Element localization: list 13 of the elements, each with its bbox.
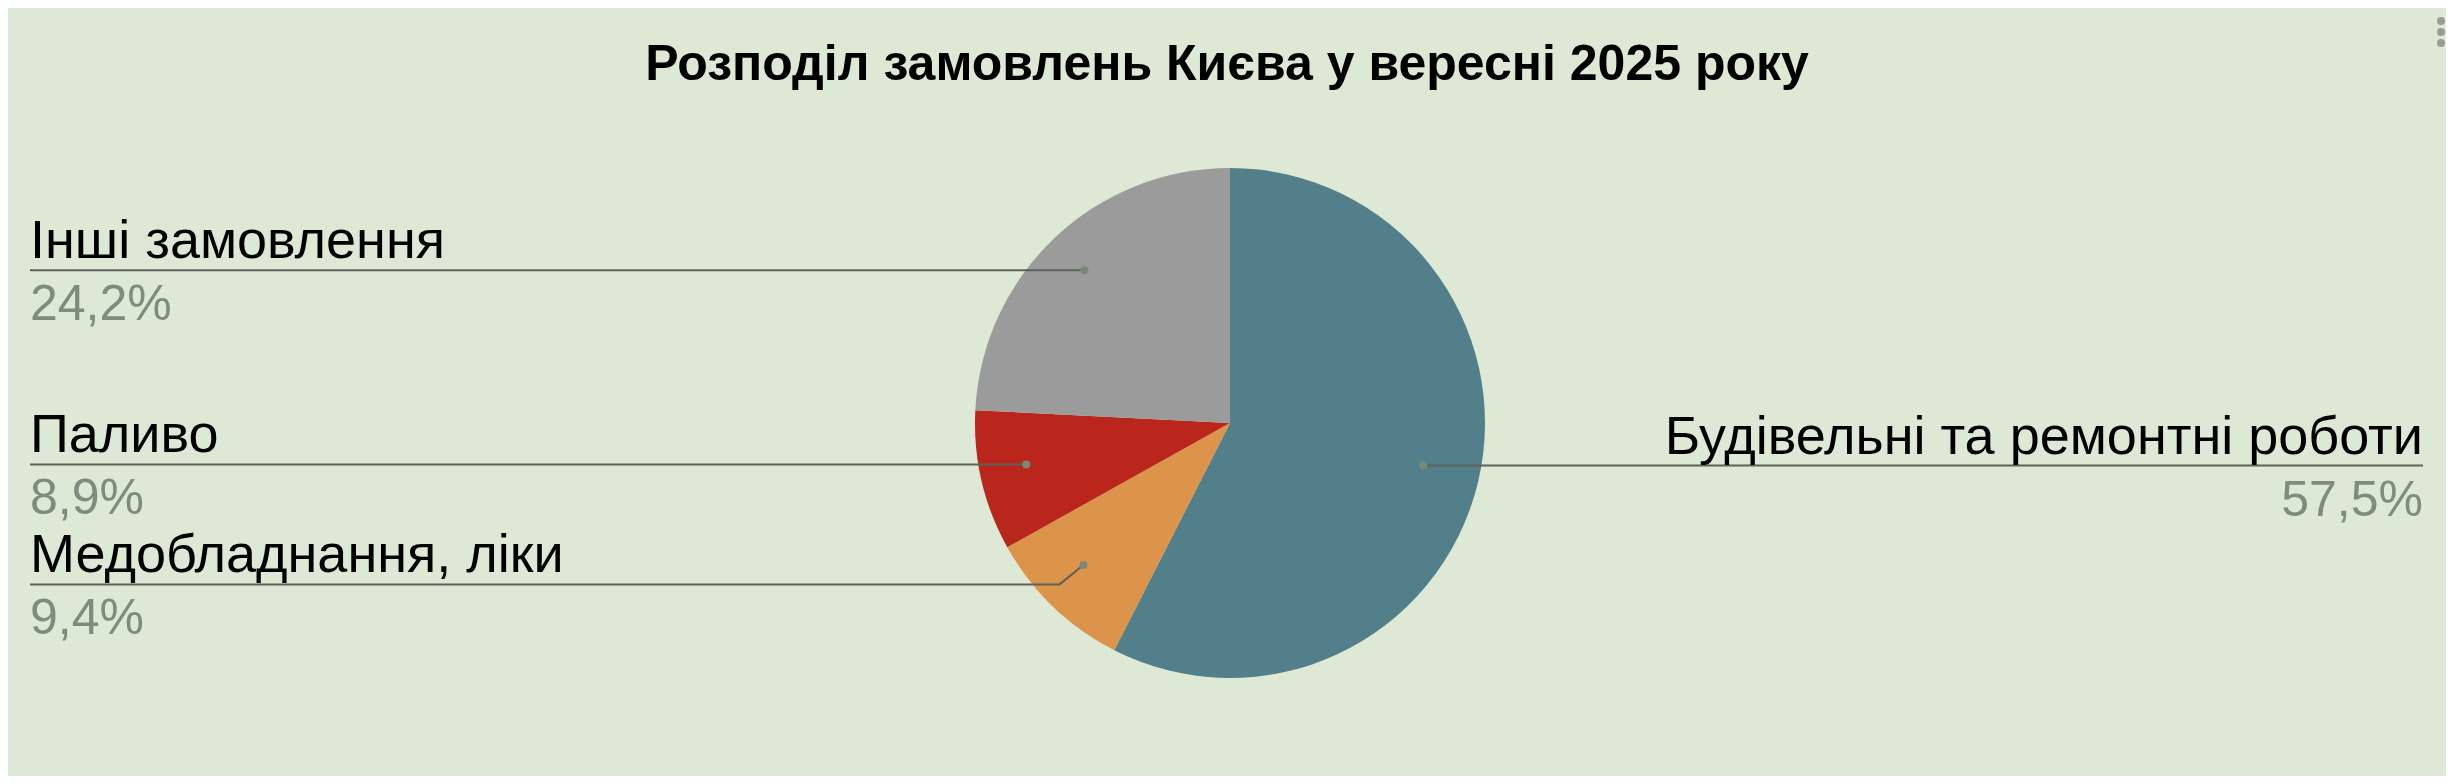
chart-title: Розподіл замовлень Києва у вересні 2025 року [644, 35, 1810, 91]
data-label: 9,4% [30, 589, 144, 646]
data-label: 24,2% [30, 275, 172, 332]
slice-label: Будівельні та ремонтні роботи [1664, 404, 2423, 465]
data-label: 8,9% [30, 469, 144, 526]
pie-slice [975, 410, 1230, 548]
slice-label: Медобладнання, ліки [30, 523, 564, 584]
data-label: 57,5% [2281, 470, 2423, 527]
slice-label: Інші замовлення [30, 209, 445, 270]
pie-slice [1114, 168, 1485, 678]
pie-slice [975, 168, 1230, 423]
pie-slice [1007, 423, 1230, 651]
slice-label: Паливо [30, 403, 219, 464]
